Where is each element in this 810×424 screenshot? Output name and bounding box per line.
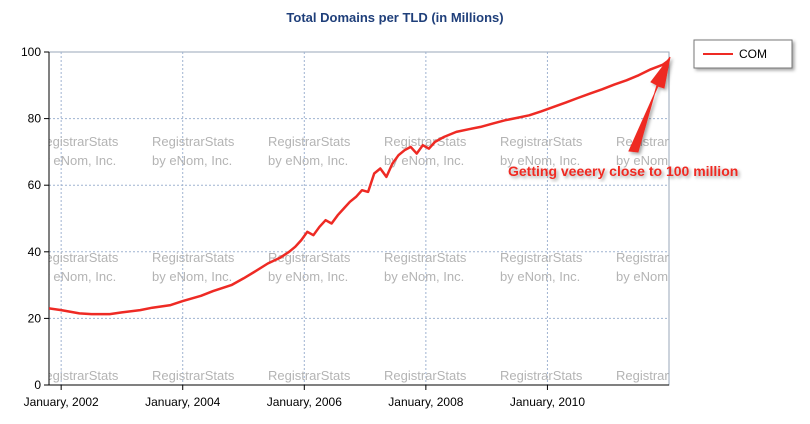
watermark-text: RegistrarStats <box>616 134 699 149</box>
y-tick-label: 80 <box>28 112 42 126</box>
y-tick-label: 20 <box>28 311 42 325</box>
annotation-text: Getting veeery close to 100 million <box>508 163 738 179</box>
watermark-text: by eNom, Inc. <box>152 269 232 284</box>
chart-title: Total Domains per TLD (in Millions) <box>286 10 503 25</box>
watermark-text: RegistrarStats <box>616 250 699 265</box>
x-tick-label: January, 2002 <box>24 395 99 409</box>
y-tick-label: 60 <box>28 178 42 192</box>
plot-area <box>48 51 670 386</box>
watermark-text: RegistrarStats <box>268 368 351 383</box>
watermark-text: RegistrarStats <box>384 250 467 265</box>
watermark-text: RegistrarStats <box>500 134 583 149</box>
watermark-text: RegistrarStats <box>36 368 119 383</box>
legend-label-com: COM <box>739 47 767 61</box>
y-tick-label: 40 <box>28 245 42 259</box>
series-line-com <box>49 59 669 316</box>
x-tick-label: January, 2004 <box>145 395 220 409</box>
watermark-text: RegistrarStats <box>384 368 467 383</box>
watermark-text: RegistrarStats <box>616 368 699 383</box>
watermark-text: by eNom, Inc. <box>268 153 348 168</box>
watermark-text: by eNom, Inc. <box>384 269 464 284</box>
y-tick-label: 100 <box>21 45 41 59</box>
watermark-text: RegistrarStats <box>500 368 583 383</box>
watermark-text: RegistrarStats <box>384 134 467 149</box>
watermark-text: RegistrarStats <box>268 134 351 149</box>
watermark-layer: RegistrarStats by eNom, Inc. RegistrarStat… <box>36 134 699 383</box>
watermark-text: RegistrarStats <box>152 250 235 265</box>
watermark-text: RegistrarStats <box>36 250 119 265</box>
watermark-text: RegistrarStats <box>500 250 583 265</box>
series-layer <box>49 59 669 316</box>
y-axis-ticks: 0 20 40 60 80 100 <box>21 45 49 392</box>
watermark-text: by eNom, Inc. <box>500 153 580 168</box>
x-axis-ticks: January, 2002 January, 2004 January, 2006 J… <box>24 385 585 409</box>
watermark-text: RegistrarStats <box>268 250 351 265</box>
watermark-text: by eNom, Inc. <box>616 153 696 168</box>
watermark-text: by eNom, Inc. <box>268 269 348 284</box>
x-tick-label: January, 2006 <box>267 395 342 409</box>
watermark-text: RegistrarStats <box>152 368 235 383</box>
watermark-text: by eNom, Inc. <box>36 153 116 168</box>
watermark-text: by eNom, Inc. <box>500 269 580 284</box>
watermark-text: by eNom, Inc. <box>616 269 696 284</box>
watermark-text: RegistrarStats <box>152 134 235 149</box>
annotation-arrow <box>628 56 671 153</box>
watermark-text: by eNom, Inc. <box>384 153 464 168</box>
gridlines <box>49 52 669 385</box>
x-tick-label: January, 2008 <box>388 395 463 409</box>
watermark-text: RegistrarStats <box>36 134 119 149</box>
x-tick-label: January, 2010 <box>510 395 585 409</box>
annotation-group: Getting veeery close to 100 million <box>508 56 738 179</box>
watermark-text: by eNom, Inc. <box>36 269 116 284</box>
y-tick-label: 0 <box>34 378 41 392</box>
legend: COM <box>693 39 793 69</box>
watermark-text: by eNom, Inc. <box>152 153 232 168</box>
